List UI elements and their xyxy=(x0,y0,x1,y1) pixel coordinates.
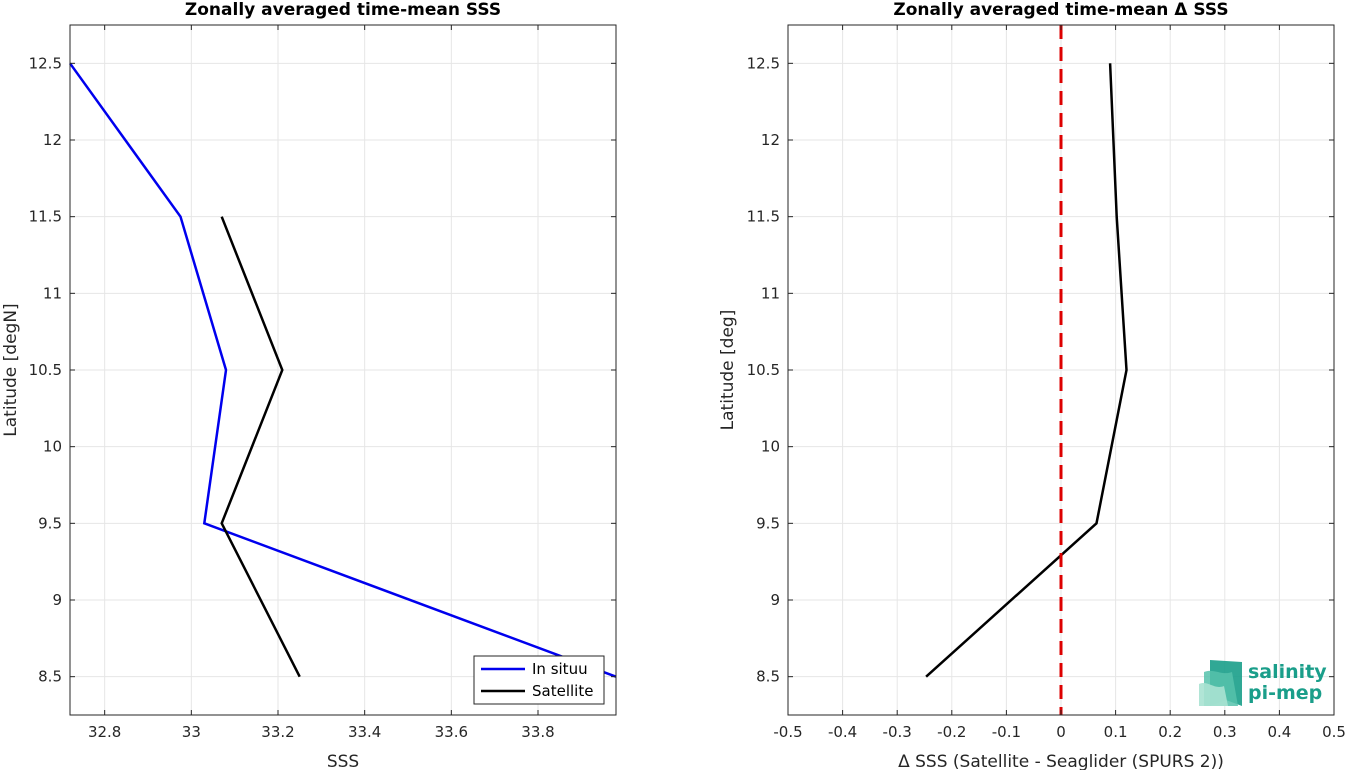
x-tick-label: 0.4 xyxy=(1267,723,1291,741)
chart-title: Zonally averaged time-mean SSS xyxy=(185,0,501,20)
y-tick-label: 10 xyxy=(761,438,780,456)
wave-logo-icon xyxy=(1199,660,1242,706)
delta-sss-panel: Zonally averaged time-mean Δ SSS -0.5 -0.… xyxy=(718,0,1346,770)
x-tick-label: -0.1 xyxy=(992,723,1021,741)
y-tick-label: 10.5 xyxy=(747,361,780,379)
wave-icon-front xyxy=(1199,683,1228,706)
y-tick-label: 10.5 xyxy=(29,361,62,379)
x-tick-label: 0.5 xyxy=(1322,723,1346,741)
y-tick-label: 11 xyxy=(43,284,62,302)
legend: In situu Satellite xyxy=(473,655,605,705)
series-layer xyxy=(925,25,1128,715)
x-axis-label: SSS xyxy=(327,752,359,770)
series-line-1 xyxy=(68,62,617,678)
x-tick-label: 33.6 xyxy=(435,723,468,741)
x-axis-label: Δ SSS (Satellite - Seaglider (SPURS 2)) xyxy=(898,752,1224,770)
y-tick-label: 9 xyxy=(52,591,62,609)
grid xyxy=(70,25,616,715)
x-tick-label: 33 xyxy=(182,723,201,741)
y-tick-label: 10 xyxy=(43,438,62,456)
y-axis-label: Latitude [deg] xyxy=(718,310,738,431)
grid xyxy=(787,25,1335,715)
y-tick-label: 12 xyxy=(43,131,62,149)
y-tick-label: 12.5 xyxy=(747,54,780,72)
legend-label-in-situ: In situu xyxy=(532,660,588,678)
y-tick-label: 11.5 xyxy=(747,208,780,226)
sss-panel: Zonally averaged time-mean SSS 32.8 33 33.… xyxy=(1,0,617,770)
x-tick-label: 0.2 xyxy=(1158,723,1182,741)
y-tick-label: 9 xyxy=(770,591,780,609)
salinity-pi-mep-logo: salinity pi-mep xyxy=(1199,660,1327,706)
x-tick-label: 32.8 xyxy=(88,723,121,741)
y-tick-label: 8.5 xyxy=(38,668,62,686)
x-tick-label: -0.2 xyxy=(937,723,966,741)
series-line-1 xyxy=(925,63,1128,678)
chart-title: Zonally averaged time-mean Δ SSS xyxy=(893,0,1228,20)
x-tick-label: 0 xyxy=(1056,723,1066,741)
y-tick-label: 8.5 xyxy=(756,668,780,686)
x-tick-label: 33.2 xyxy=(261,723,294,741)
x-tick-label: 0.3 xyxy=(1213,723,1237,741)
legend-box xyxy=(473,655,605,705)
tick-layer: 32.8 33 33.2 33.4 33.6 33.8 8.5 9 9.5 10 10.5 11 11.… xyxy=(29,25,616,741)
tick-layer: -0.5 -0.4 -0.3 -0.2 -0.1 0 0.1 0.2 0.3 0.4 0.5 8.5 9… xyxy=(747,25,1346,741)
y-tick-label: 9.5 xyxy=(38,514,62,532)
y-tick-label: 11 xyxy=(761,284,780,302)
x-tick-label: -0.4 xyxy=(828,723,857,741)
x-tick-label: 33.4 xyxy=(348,723,381,741)
x-tick-label: -0.3 xyxy=(883,723,912,741)
legend-label-satellite: Satellite xyxy=(532,682,593,700)
y-tick-label: 11.5 xyxy=(29,208,62,226)
series-layer xyxy=(68,62,617,678)
y-tick-label: 12 xyxy=(761,131,780,149)
y-tick-label: 12.5 xyxy=(29,54,62,72)
y-axis-label: Latitude [degN] xyxy=(1,303,21,436)
x-tick-label: 33.8 xyxy=(521,723,554,741)
series-line-2 xyxy=(220,216,301,678)
y-tick-label: 9.5 xyxy=(756,514,780,532)
logo-line2: pi-mep xyxy=(1248,682,1322,704)
x-tick-label: -0.5 xyxy=(773,723,802,741)
x-tick-label: 0.1 xyxy=(1104,723,1128,741)
logo-line1: salinity xyxy=(1248,661,1327,683)
